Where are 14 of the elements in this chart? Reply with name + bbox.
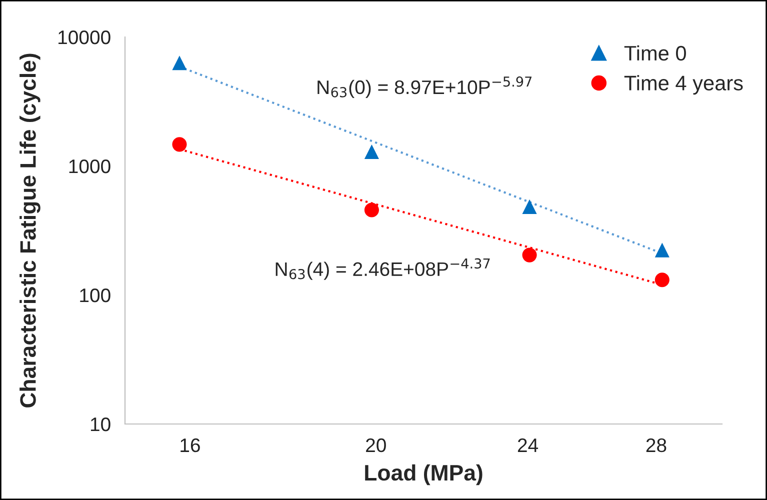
legend-label: Time 0	[624, 45, 686, 61]
y-tick-label: 10	[90, 417, 110, 432]
x-tick-label: 28	[646, 438, 666, 452]
y-axis-title: Characteristic Fatigue Life (cycle)	[20, 54, 40, 408]
y-tick-label: 100	[80, 288, 110, 302]
y-tick-label: 10000	[58, 30, 110, 44]
annotation: N$_{63}$(4) = 2.46E+08P$^{−4.37}$	[276, 258, 490, 280]
x-tick-label: 24	[518, 438, 538, 452]
annotation: N$_{63}$(0) = 8.97E+10P$^{−5.97}$	[318, 76, 532, 98]
x-tick-label: 20	[366, 438, 386, 452]
legend-label: Time 4 years	[624, 75, 743, 95]
x-axis-title: Load (MPa)	[365, 464, 482, 486]
y-tick-label: 1000	[69, 159, 110, 174]
x-tick-label: 16	[180, 438, 200, 452]
